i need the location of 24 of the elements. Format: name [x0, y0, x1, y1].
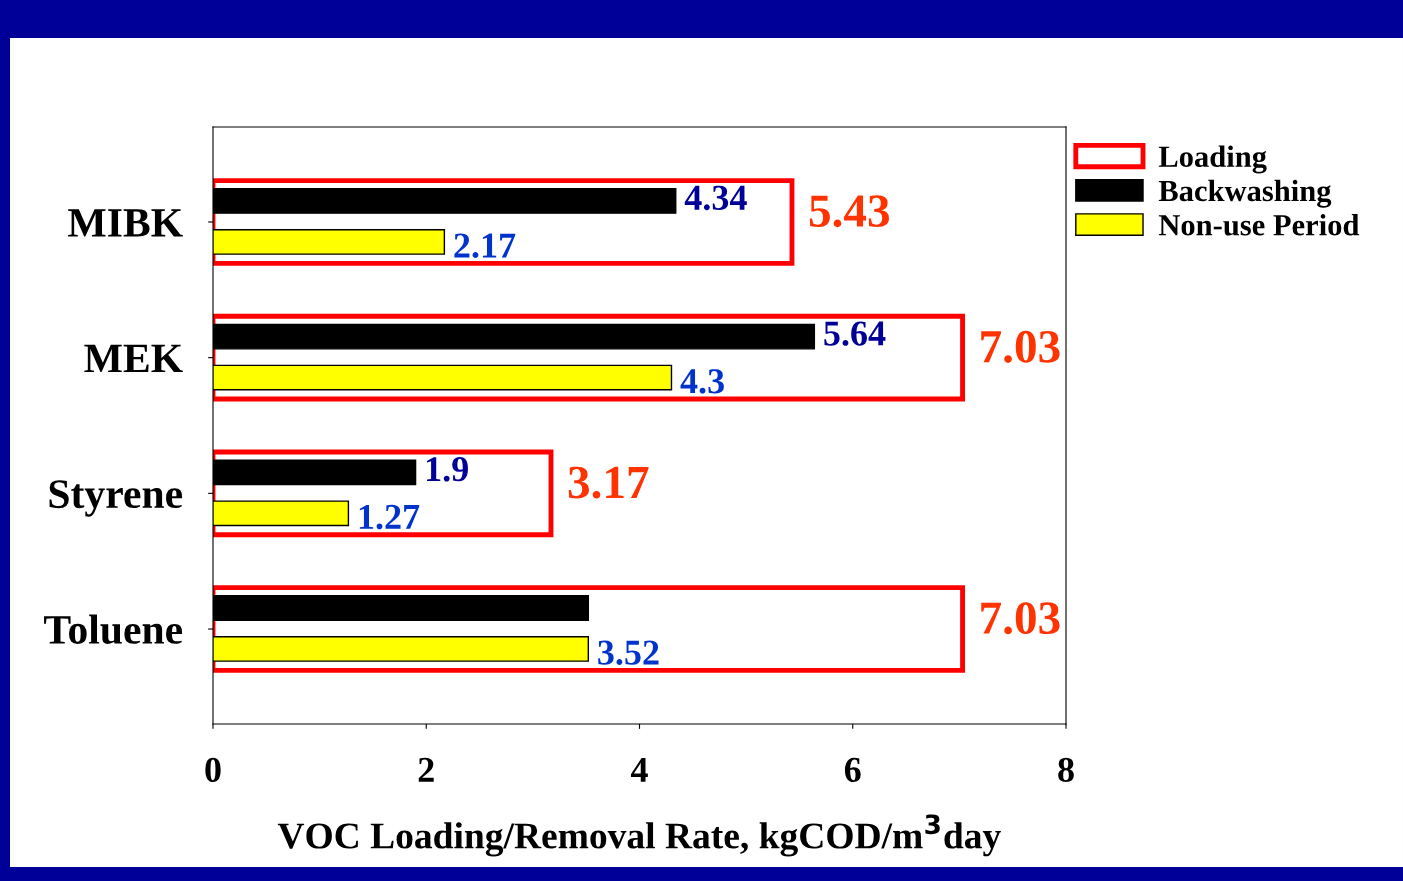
legend-label: Backwashing [1158, 179, 1332, 208]
data-label: 1.9 [427, 457, 468, 482]
x-axis-title: VOC Loading/Removal Rate, kgCOD/m$^{3}$day [277, 814, 1001, 857]
data-label: 5.64 [824, 321, 886, 346]
data-label: 2.17 [454, 233, 516, 258]
legend-label: Loading [1158, 145, 1267, 174]
data-label: 3.52 [598, 640, 659, 665]
data-label: 5.43 [809, 195, 889, 228]
data-label: 7.03 [981, 602, 1060, 635]
y-tick-label: MEK [84, 344, 183, 373]
x-tick-label: 8 [1058, 757, 1074, 783]
x-tick-label: 4 [630, 757, 648, 782]
x-tick-label: 0 [205, 757, 221, 783]
data-label: 4.34 [684, 185, 747, 211]
x-tick-label: 2 [418, 757, 434, 782]
legend-label: Non-use Period [1158, 214, 1360, 236]
y-tick-label: Toluene [44, 614, 183, 644]
data-label: 7.03 [981, 330, 1060, 363]
data-label: 3.17 [568, 466, 649, 499]
data-label: 4.3 [680, 369, 724, 394]
x-tick-label: 6 [844, 757, 861, 783]
y-tick-label: MIBK [68, 209, 183, 237]
y-tick-label: Styrene [49, 480, 183, 517]
data-label: 1.27 [359, 504, 420, 530]
